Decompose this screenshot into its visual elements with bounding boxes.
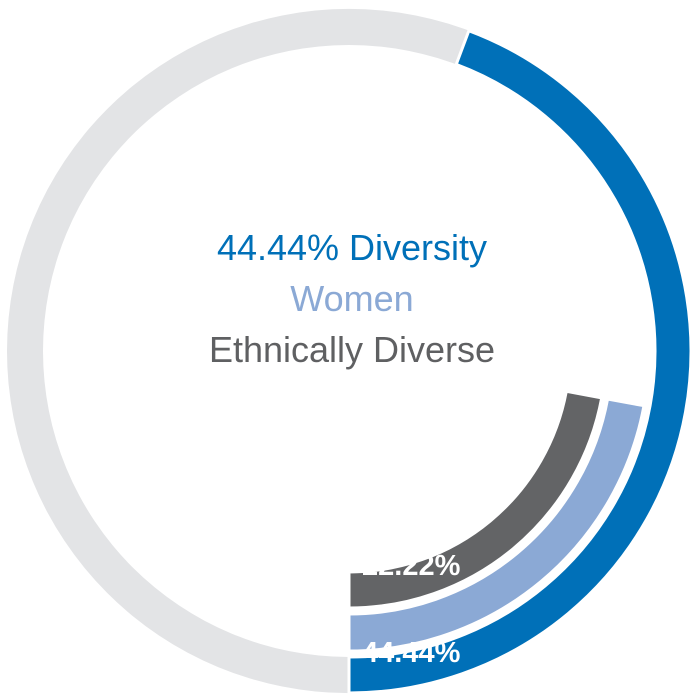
radial-bars <box>347 28 693 695</box>
value-label-diversity: 44.44% <box>362 637 461 669</box>
legend-entry-diversity: 44.44% Diversity <box>217 227 487 268</box>
bar-diversity <box>347 28 693 695</box>
value-label-women: 22.22% <box>362 550 461 582</box>
center-legend: 44.44% Diversity Women Ethnically Divers… <box>209 227 495 370</box>
legend-entry-ethnically-diverse: Ethnically Diverse <box>209 329 495 370</box>
value-label-ethnically-diverse: 22.22% <box>360 458 459 490</box>
value-labels: 44.44% 22.22% 22.22% <box>360 458 461 669</box>
legend-entry-women: Women <box>290 278 413 319</box>
bar-women <box>347 397 646 653</box>
bar-ethnically-diverse <box>347 389 604 610</box>
